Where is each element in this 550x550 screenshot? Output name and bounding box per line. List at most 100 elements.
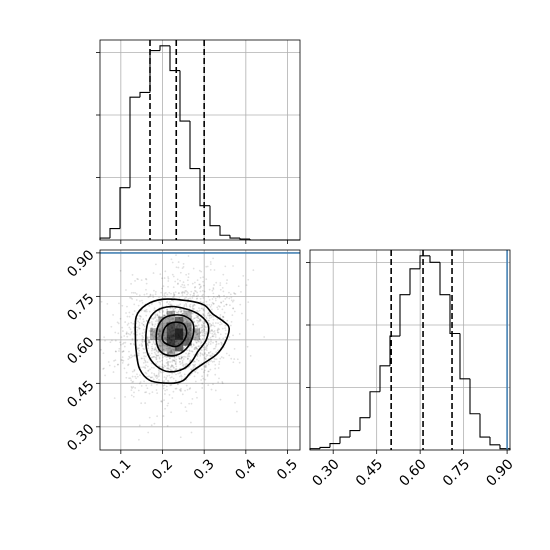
- histogram-bin: [109, 228, 120, 239]
- scatter-point: [166, 312, 168, 315]
- scatter-point: [220, 341, 223, 344]
- scatter-point: [194, 339, 197, 342]
- scatter-point: [132, 380, 135, 383]
- scatter-point: [206, 354, 209, 357]
- scatter-point: [204, 321, 206, 324]
- scatter-point: [170, 376, 173, 379]
- histogram-bin: [189, 121, 200, 170]
- scatter-point: [194, 338, 196, 341]
- scatter-point: [216, 329, 219, 332]
- y-tick-label: 0.45: [64, 378, 97, 411]
- scatter-point: [159, 316, 161, 319]
- scatter-point: [163, 292, 166, 295]
- scatter-point: [205, 355, 208, 358]
- scatter-point: [154, 316, 157, 319]
- scatter-point: [154, 329, 156, 332]
- scatter-point: [230, 357, 233, 360]
- scatter-point: [125, 331, 128, 334]
- scatter-point: [136, 375, 139, 378]
- scatter-point: [209, 343, 212, 345]
- scatter-point: [145, 314, 148, 317]
- scatter-point: [166, 293, 169, 296]
- scatter-point: [139, 374, 141, 377]
- scatter-point: [152, 355, 155, 358]
- y-tick-label: 0.90: [64, 247, 97, 280]
- scatter-point: [155, 358, 158, 361]
- scatter-point: [234, 401, 236, 404]
- histogram-bin: [399, 294, 410, 337]
- scatter-point: [209, 261, 212, 263]
- scatter-point: [195, 346, 198, 348]
- scatter-point: [183, 286, 186, 289]
- scatter-point: [196, 297, 199, 300]
- scatter-point: [199, 319, 202, 322]
- scatter-point: [186, 358, 189, 360]
- density-cell: [158, 316, 167, 329]
- scatter-point: [205, 349, 208, 352]
- scatter-point: [175, 387, 178, 390]
- scatter-point: [168, 393, 171, 396]
- scatter-point: [148, 341, 151, 344]
- scatter-point: [212, 257, 215, 260]
- scatter-point: [160, 300, 163, 302]
- scatter-point: [143, 380, 145, 383]
- scatter-point: [129, 342, 132, 345]
- scatter-point: [197, 345, 200, 348]
- scatter-point: [150, 362, 153, 365]
- scatter-point: [208, 314, 211, 317]
- scatter-point: [162, 285, 165, 288]
- scatter-point: [169, 369, 172, 371]
- scatter-point: [147, 296, 150, 299]
- joint-ticks: [96, 252, 288, 454]
- scatter-point: [170, 318, 172, 321]
- scatter-point: [184, 364, 187, 367]
- scatter-point: [154, 362, 157, 365]
- scatter-point: [196, 396, 198, 399]
- scatter-point: [217, 381, 220, 384]
- scatter-point: [163, 314, 166, 317]
- scatter-point: [100, 300, 103, 303]
- scatter-point: [188, 310, 190, 313]
- scatter-point: [185, 320, 188, 323]
- scatter-point: [150, 349, 153, 352]
- scatter-point: [204, 357, 207, 360]
- scatter-point: [164, 318, 167, 320]
- scatter-point: [203, 290, 206, 293]
- scatter-point: [215, 351, 218, 354]
- scatter-point: [148, 295, 151, 298]
- scatter-point: [153, 307, 156, 310]
- scatter-point: [209, 322, 211, 325]
- scatter-point: [221, 308, 224, 311]
- scatter-point: [131, 370, 134, 373]
- scatter-point: [156, 336, 159, 339]
- scatter-point: [202, 308, 205, 310]
- scatter-point: [202, 284, 205, 287]
- scatter-point: [215, 340, 217, 343]
- scatter-point: [192, 367, 195, 370]
- scatter-point: [153, 335, 156, 337]
- scatter-point: [169, 311, 171, 314]
- scatter-point: [141, 299, 143, 302]
- scatter-point: [186, 355, 189, 357]
- scatter-point: [176, 283, 179, 285]
- scatter-point: [220, 342, 223, 345]
- scatter-point: [167, 285, 169, 288]
- scatter-point: [153, 289, 155, 292]
- scatter-point: [225, 352, 228, 355]
- scatter-point: [158, 344, 161, 347]
- scatter-point: [223, 311, 226, 314]
- scatter-point: [183, 304, 186, 306]
- scatter-point: [197, 332, 200, 335]
- scatter-point: [167, 303, 170, 305]
- scatter-point: [230, 321, 233, 323]
- scatter-point: [201, 375, 203, 378]
- density-cell: [166, 345, 175, 358]
- scatter-point: [131, 339, 134, 341]
- scatter-point: [182, 266, 185, 268]
- scatter-point: [153, 351, 156, 354]
- scatter-point: [177, 383, 179, 386]
- scatter-point: [210, 329, 213, 332]
- density-cell: [166, 334, 175, 346]
- scatter-point: [173, 359, 175, 362]
- scatter-point: [209, 325, 212, 328]
